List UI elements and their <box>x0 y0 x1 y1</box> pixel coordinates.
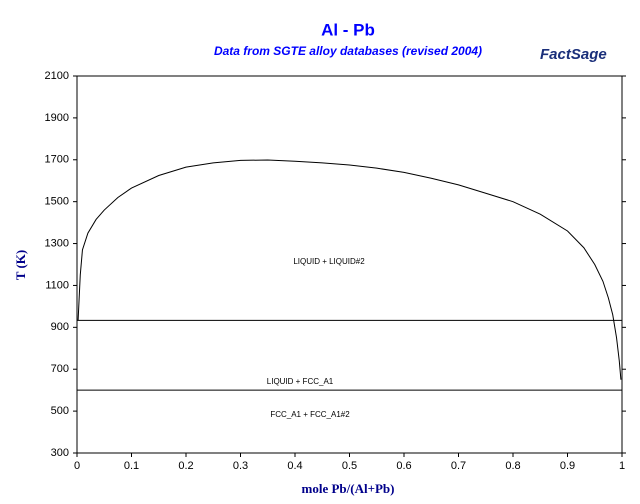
y-tick-label: 500 <box>51 405 69 417</box>
x-tick-label: 0.8 <box>505 460 520 472</box>
x-tick-label: 0.5 <box>342 460 357 472</box>
y-tick-label: 2100 <box>45 70 69 82</box>
y-axis-label: T (K) <box>13 250 28 280</box>
y-tick-label: 1900 <box>45 112 69 124</box>
x-tick-label: 0 <box>74 460 80 472</box>
logo: FactSage <box>540 46 607 63</box>
y-tick-label: 900 <box>51 321 69 333</box>
phase-boundary <box>77 159 622 380</box>
y-tick-label: 1300 <box>45 237 69 249</box>
y-tick-label: 700 <box>51 363 69 375</box>
y-tick-label: 1100 <box>45 279 69 291</box>
chart-title: Al - Pb <box>321 20 375 39</box>
x-tick-label: 0.1 <box>124 460 139 472</box>
x-tick-label: 1 <box>619 460 625 472</box>
x-tick-label: 0.2 <box>178 460 193 472</box>
x-tick-label: 0.9 <box>560 460 575 472</box>
y-tick-label: 1500 <box>45 196 69 208</box>
x-tick-label: 0.6 <box>396 460 411 472</box>
y-tick-label: 300 <box>51 447 69 459</box>
y-tick-label: 1700 <box>45 154 69 166</box>
region-label: LIQUID + FCC_A1 <box>267 377 334 386</box>
region-label: LIQUID + LIQUID#2 <box>293 257 365 266</box>
region-label: FCC_A1 + FCC_A1#2 <box>270 410 350 419</box>
x-tick-label: 0.4 <box>287 460 302 472</box>
x-tick-label: 0.3 <box>233 460 248 472</box>
chart-subtitle: Data from SGTE alloy databases (revised … <box>214 44 482 58</box>
x-tick-label: 0.7 <box>451 460 466 472</box>
x-axis-label: mole Pb/(Al+Pb) <box>302 481 395 496</box>
